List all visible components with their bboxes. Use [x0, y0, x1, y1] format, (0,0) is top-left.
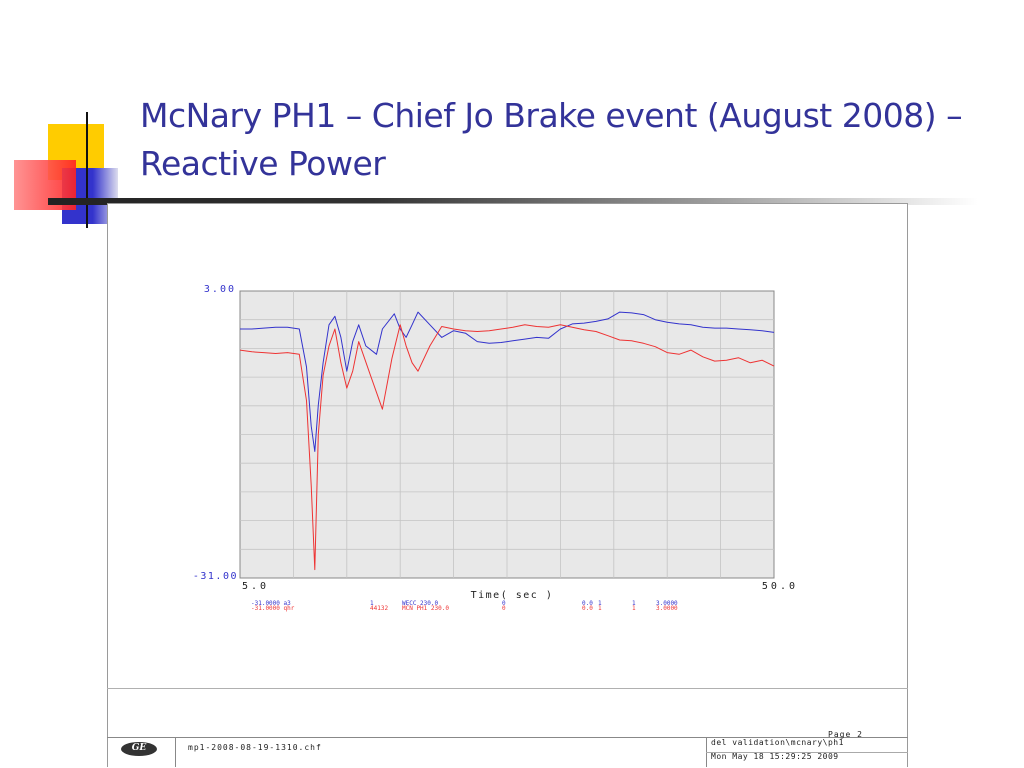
ge-logo-text: GE [131, 743, 147, 753]
legend-cell: 1 [598, 600, 602, 607]
legend-cell: 0 [502, 605, 506, 612]
legend-cell: 3.0000 [656, 605, 678, 612]
footer-separator-top [107, 688, 908, 689]
x-axis-title-label: Time( sec ) [471, 590, 554, 601]
x-tick-left-label: 5.0 [242, 581, 269, 592]
title-underline-rule [48, 198, 978, 205]
legend-cell: 1 [632, 600, 636, 607]
legend-cell: MCN PH1 230.0 [402, 605, 449, 612]
legend-cell: 0.0 [582, 600, 593, 607]
footer-separator-bottom [107, 737, 908, 738]
plot-grid [240, 291, 774, 578]
x-tick-right-label: 50.0 [762, 581, 798, 592]
y-tick-top: 3.00 [204, 284, 236, 295]
legend-cell: 0.0 [582, 605, 593, 612]
legend-cell: -31.0000 a3 [251, 600, 291, 607]
legend-cell: 44132 [370, 605, 389, 612]
footer-path: del validation\mcnary\ph1 [711, 738, 844, 747]
y-tick-bottom-label: -31.00 [193, 571, 238, 582]
y-tick-top-label: 3.00 [204, 284, 236, 295]
footer-filename: mp1-2008-08-19-1310.chf [188, 743, 322, 752]
legend-cell: 1 [632, 605, 636, 612]
legend-cell: 1 [598, 605, 602, 612]
footer-logo-divider [175, 738, 176, 767]
series-layer [239, 311, 775, 571]
page-label: Page 2 [828, 730, 863, 739]
footer-datetime: Mon May 18 15:29:25 2009 [711, 752, 839, 761]
x-axis-title: Time( sec ) [471, 590, 554, 601]
slide-title: McNary PH1 – Chief Jo Brake event (Augus… [140, 96, 963, 183]
footer-right-hline [706, 752, 908, 753]
ge-logo: GE [121, 742, 157, 756]
series-line-1 [239, 324, 775, 571]
series-line-0 [240, 311, 775, 452]
vertical-black-line-decoration [86, 112, 88, 228]
legend-cell: 0 [502, 600, 506, 607]
legend-cell: -31.0000 qhr [251, 605, 295, 612]
legend-cell: 3.0000 [656, 600, 678, 607]
x-tick-right: 50.0 [762, 581, 798, 592]
y-tick-bottom: -31.00 [193, 571, 238, 582]
legend-cell: 1 [370, 600, 374, 607]
legend-cell: WECC 230.0 [402, 600, 439, 607]
x-tick-left: 5.0 [242, 581, 269, 592]
